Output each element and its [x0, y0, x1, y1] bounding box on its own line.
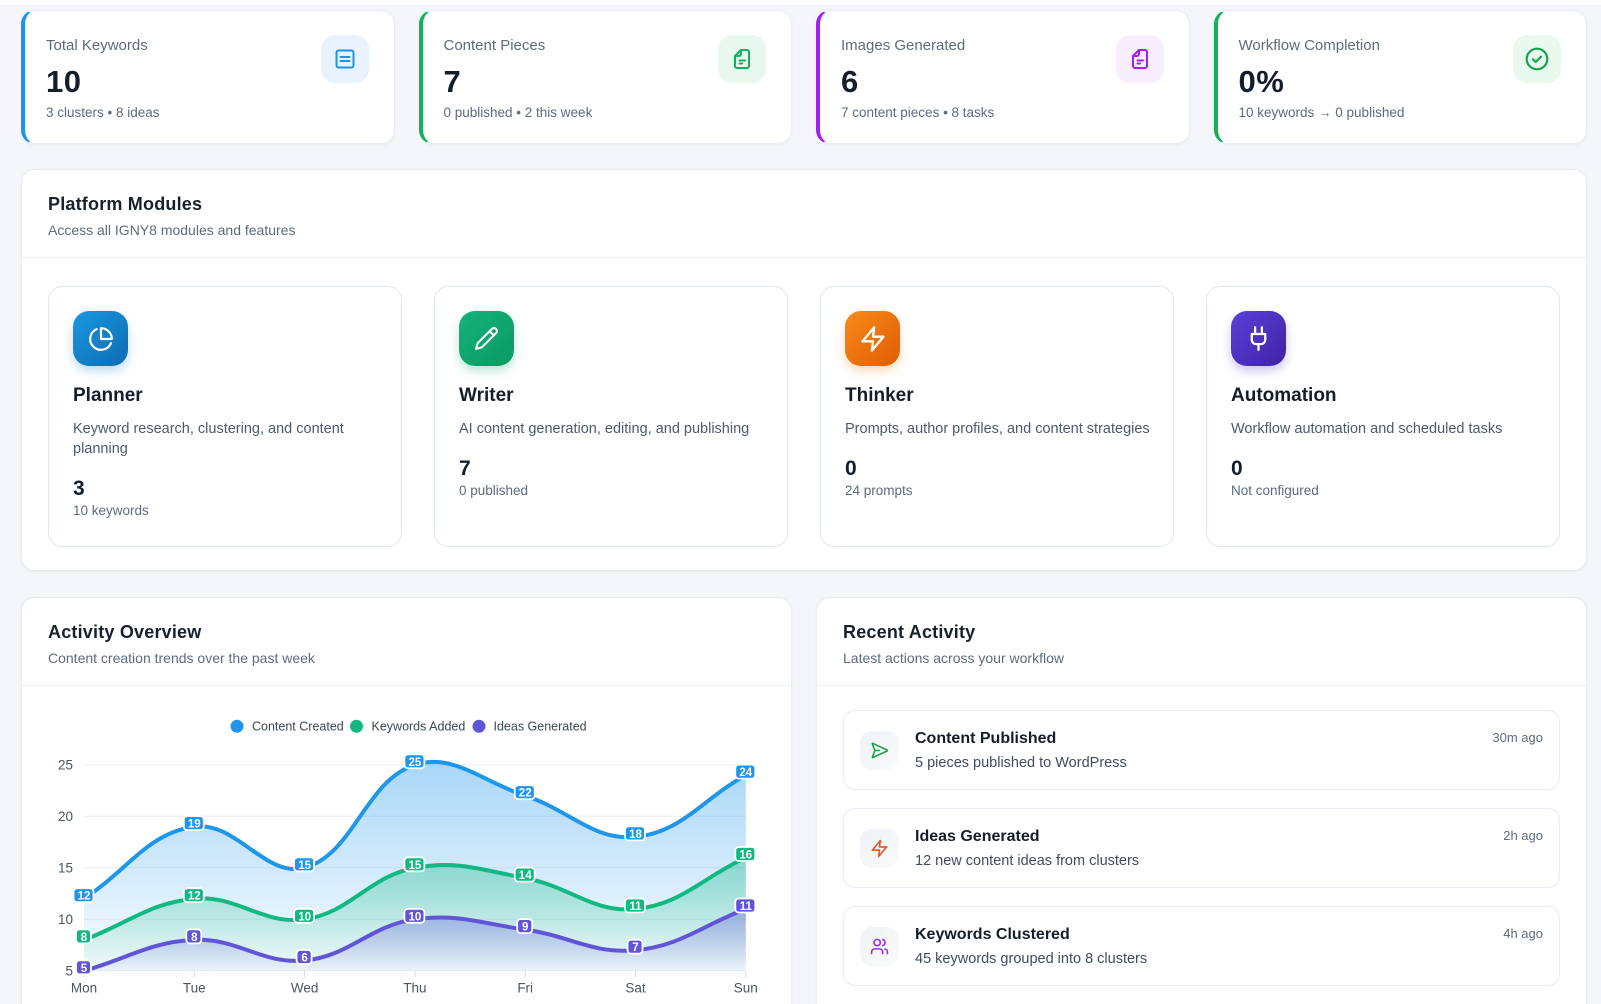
svg-text:20: 20	[58, 809, 73, 824]
svg-text:Thu: Thu	[403, 981, 426, 996]
svg-text:19: 19	[188, 819, 201, 831]
svg-text:12: 12	[78, 891, 91, 903]
svg-text:Ideas Generated: Ideas Generated	[494, 720, 587, 734]
svg-text:10: 10	[298, 911, 311, 923]
svg-text:Sat: Sat	[625, 981, 646, 996]
svg-text:8: 8	[81, 932, 88, 944]
svg-text:Keywords Added: Keywords Added	[372, 720, 466, 734]
svg-text:15: 15	[409, 860, 422, 872]
svg-text:25: 25	[409, 757, 422, 769]
svg-text:Tue: Tue	[183, 981, 206, 996]
svg-text:Fri: Fri	[517, 981, 533, 996]
svg-text:5: 5	[65, 964, 73, 979]
svg-text:10: 10	[409, 911, 422, 923]
svg-text:Sun: Sun	[734, 981, 758, 996]
svg-text:5: 5	[81, 963, 88, 975]
svg-text:7: 7	[632, 942, 638, 954]
svg-text:11: 11	[740, 901, 753, 913]
svg-text:24: 24	[739, 767, 752, 779]
svg-text:14: 14	[519, 870, 532, 882]
svg-text:15: 15	[298, 860, 311, 872]
svg-text:22: 22	[519, 788, 532, 800]
svg-text:16: 16	[739, 850, 752, 862]
svg-text:Content Created: Content Created	[252, 720, 344, 734]
svg-text:6: 6	[301, 953, 307, 965]
svg-text:11: 11	[629, 901, 642, 913]
svg-text:18: 18	[629, 829, 642, 841]
svg-text:12: 12	[188, 891, 201, 903]
svg-text:Wed: Wed	[291, 981, 319, 996]
svg-text:9: 9	[522, 922, 528, 934]
svg-text:8: 8	[191, 932, 198, 944]
svg-text:15: 15	[58, 861, 73, 876]
svg-text:10: 10	[58, 912, 73, 927]
svg-text:25: 25	[58, 758, 73, 773]
svg-text:Mon: Mon	[71, 981, 97, 996]
